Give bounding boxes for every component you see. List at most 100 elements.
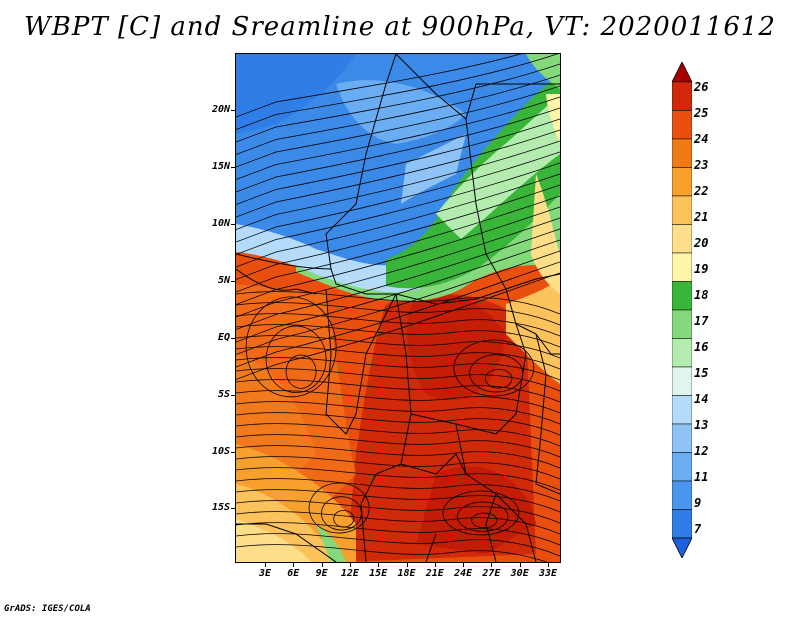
lon-tick: [406, 563, 408, 567]
streamline: [236, 239, 560, 343]
colorbar-segment: [672, 509, 692, 539]
lon-label: 33E: [538, 568, 558, 579]
chart-title: WBPT [C] and Sreamline at 900hPa, VT: 20…: [24, 12, 776, 42]
colorbar-level-label: 25: [694, 106, 709, 120]
streamline: [236, 85, 560, 168]
lat-label: 5N: [217, 275, 230, 286]
colorbar-segment: [672, 423, 692, 453]
streamline: [236, 107, 560, 193]
streamline: [236, 379, 560, 403]
colorbar-segment: [672, 366, 692, 396]
streamline: [236, 272, 560, 380]
colorbar-level-label: 20: [694, 236, 709, 250]
colorbar-segment: [672, 167, 692, 197]
lon-tick: [491, 563, 493, 567]
streamline: [236, 313, 560, 337]
streamline: [236, 217, 560, 318]
colorbar-level-label: 9: [694, 496, 702, 510]
lon-label: 12E: [340, 568, 359, 579]
streamline: [236, 423, 560, 447]
colorbar-segment: [672, 252, 692, 282]
lat-label: 20N: [211, 104, 230, 115]
lat-tick: [231, 508, 235, 509]
colorbar: [672, 62, 692, 558]
wbpt-field: [236, 54, 560, 562]
streamline: [236, 54, 559, 130]
streamline: [236, 544, 548, 562]
streamline: [236, 390, 560, 414]
lat-label: EQ: [217, 332, 230, 343]
lon-label: 6E: [287, 568, 300, 579]
streamline: [236, 412, 560, 436]
streamline: [236, 335, 560, 359]
colorbar-level-label: 14: [694, 392, 709, 406]
colorbar-level-label: 19: [694, 262, 709, 276]
streamline: [236, 533, 560, 557]
lon-tick: [321, 563, 323, 567]
streamline: [285, 354, 317, 389]
streamline: [484, 368, 513, 389]
streamline: [236, 522, 560, 546]
lon-label: 3E: [258, 568, 272, 579]
lat-label: 5S: [217, 389, 230, 400]
colorbar-segment: [672, 452, 692, 482]
lon-tick: [519, 563, 521, 567]
lon-tick: [293, 563, 295, 567]
lon-label: 30E: [510, 568, 529, 579]
lat-label: 10S: [211, 446, 230, 457]
colorbar-level-label: 16: [694, 340, 709, 354]
colorbar-segment: [672, 480, 692, 510]
colorbar-segment: [672, 224, 692, 254]
lon-label: 9E: [315, 568, 328, 579]
streamline: [321, 496, 362, 531]
colorbar-level-label: 22: [694, 184, 709, 198]
colorbar-level-label: 21: [694, 210, 709, 224]
colorbar-segment: [672, 395, 692, 425]
colorbar-segment: [672, 309, 692, 339]
colorbar-level-label: 17: [694, 314, 709, 328]
streamline: [236, 162, 560, 255]
lon-tick: [378, 563, 380, 567]
streamline: [236, 302, 560, 326]
lon-label: 24E: [454, 568, 473, 579]
colorbar-level-label: 23: [694, 158, 709, 172]
colorbar-segment: [672, 81, 692, 111]
streamline: [236, 228, 560, 330]
streamline: [236, 261, 560, 368]
streamline: [333, 510, 355, 528]
streamline: [471, 512, 498, 529]
lon-tick: [434, 563, 436, 567]
colorbar-segment: [672, 281, 692, 311]
colorbar-level-label: 15: [694, 366, 709, 380]
streamline: [265, 325, 327, 394]
streamline: [236, 74, 560, 155]
colorbar-segment: [672, 338, 692, 368]
streamline: [245, 296, 337, 398]
streamline: [236, 151, 560, 243]
colorbar-segment: [672, 195, 692, 225]
lat-label: 15N: [211, 161, 230, 172]
streamline: [469, 354, 524, 393]
lat-tick: [231, 224, 235, 225]
streamline: [456, 501, 509, 532]
lon-label: 21E: [425, 568, 444, 579]
lon-tick: [265, 563, 266, 567]
lat-tick: [231, 338, 235, 339]
lat-tick: [231, 281, 235, 282]
streamline: [236, 63, 560, 143]
colorbar-segment: [672, 138, 692, 168]
colorbar-level-label: 24: [694, 132, 709, 146]
colorbar-level-label: 7: [694, 522, 702, 536]
streamline: [236, 500, 560, 524]
streamline: [308, 482, 370, 534]
streamline: [236, 250, 560, 355]
streamline: [236, 195, 560, 293]
colorbar-level-label: 13: [694, 418, 709, 432]
streamline: [236, 401, 560, 425]
lon-label: 15E: [369, 568, 388, 579]
map-panel: [235, 53, 561, 563]
credit-text: GrADS: IGES/COLA: [4, 604, 91, 614]
streamline: [236, 467, 560, 491]
streamline: [236, 184, 560, 280]
streamline: [236, 357, 560, 381]
